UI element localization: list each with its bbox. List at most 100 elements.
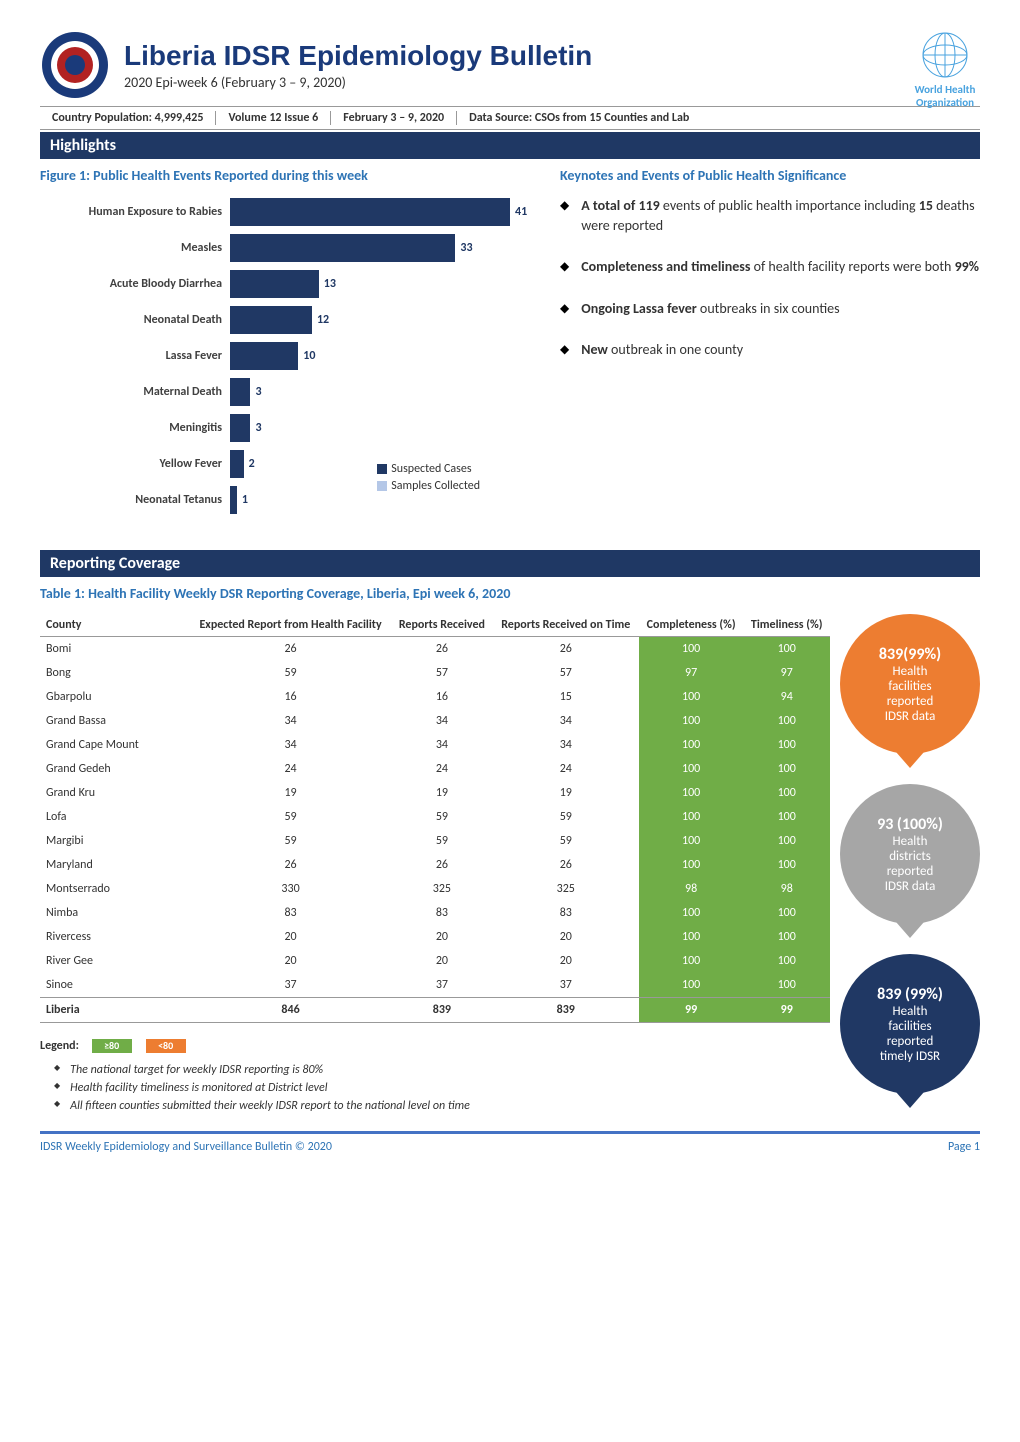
- table-cell: 100: [639, 709, 744, 733]
- table-header-cell: Reports Received: [391, 614, 493, 637]
- nphil-logo: [40, 30, 110, 100]
- badge-line: facilities: [888, 679, 931, 694]
- table-cell: 100: [639, 925, 744, 949]
- table-cell: 26: [190, 637, 391, 662]
- table-cell: Lofa: [40, 805, 190, 829]
- table-cell: Grand Gedeh: [40, 757, 190, 781]
- chart-category-label: Lassa Fever: [40, 349, 230, 363]
- footnotes: The national target for weekly IDSR repo…: [40, 1063, 980, 1113]
- chart-bar: 10: [230, 342, 298, 370]
- table-cell: 97: [743, 661, 830, 685]
- table-cell: 19: [493, 781, 639, 805]
- table-cell: Montserrado: [40, 877, 190, 901]
- chart-category-label: Yellow Fever: [40, 457, 230, 471]
- chart-bar: 1: [230, 486, 237, 514]
- table-cell: Maryland: [40, 853, 190, 877]
- chart-bar-value: 33: [460, 241, 472, 255]
- who-text-1: World Health: [910, 84, 980, 96]
- table-row: Nimba838383100100: [40, 901, 830, 925]
- table-cell: 100: [743, 925, 830, 949]
- table-cell: 100: [743, 949, 830, 973]
- keynotes-title: Keynotes and Events of Public Health Sig…: [560, 167, 980, 184]
- title-block: Liberia IDSR Epidemiology Bulletin 2020 …: [124, 40, 896, 91]
- table-row: Sinoe373737100100: [40, 973, 830, 998]
- meta-volume: Volume 12 Issue 6: [216, 111, 331, 125]
- table-cell: 846: [190, 998, 391, 1023]
- table-header-cell: Expected Report from Health Facility: [190, 614, 391, 637]
- main-title: Liberia IDSR Epidemiology Bulletin: [124, 40, 896, 72]
- table-cell: 59: [391, 805, 493, 829]
- table-cell: Grand Kru: [40, 781, 190, 805]
- table-cell: 26: [391, 637, 493, 662]
- table-cell: Rivercess: [40, 925, 190, 949]
- chart-bar: 33: [230, 234, 455, 262]
- table-cell: 24: [190, 757, 391, 781]
- chart-bar-area: 13: [230, 270, 540, 298]
- chart-bar-value: 10: [303, 349, 315, 363]
- table-cell: 34: [391, 709, 493, 733]
- badge-line: Health: [893, 1004, 928, 1019]
- highlights-row: Figure 1: Public Health Events Reported …: [40, 167, 980, 536]
- table-cell: 100: [639, 805, 744, 829]
- badge-pct: 839(99%): [879, 645, 941, 664]
- table-cell: 100: [743, 781, 830, 805]
- table-cell: 59: [493, 829, 639, 853]
- table-cell: 100: [639, 685, 744, 709]
- chart-category-label: Measles: [40, 241, 230, 255]
- table-header-cell: County: [40, 614, 190, 637]
- chart-bar-value: 13: [324, 277, 336, 291]
- table-cell: 26: [493, 853, 639, 877]
- table-cell: 19: [391, 781, 493, 805]
- chart-row: Neonatal Death12: [40, 304, 540, 336]
- table-cell: 325: [493, 877, 639, 901]
- table-cell: 57: [391, 661, 493, 685]
- chart-bar-value: 12: [317, 313, 329, 327]
- badge-line: Health: [893, 664, 928, 679]
- keynotes-list: A total of 119 events of public health i…: [560, 196, 980, 360]
- footnote-text: Health facility timeliness is monitored …: [70, 1081, 327, 1095]
- chart-legend: Suspected CasesSamples Collected: [377, 462, 480, 496]
- chart-category-label: Human Exposure to Rabies: [40, 205, 230, 219]
- meta-source: Data Source: CSOs from 15 Counties and L…: [457, 111, 980, 125]
- table-header-cell: Reports Received on Time: [493, 614, 639, 637]
- badge-arrow-icon: [896, 1092, 924, 1108]
- table-cell: Bomi: [40, 637, 190, 662]
- chart-bar-value: 1: [242, 493, 248, 507]
- table-header-cell: Timeliness (%): [743, 614, 830, 637]
- table-cell: 34: [493, 733, 639, 757]
- who-text-2: Organization: [910, 96, 980, 109]
- threshold-swatch: <80: [146, 1039, 186, 1053]
- table-cell: 83: [391, 901, 493, 925]
- chart-bar: 2: [230, 450, 244, 478]
- highlights-banner: Highlights: [40, 132, 980, 159]
- chart-bar-value: 3: [255, 385, 261, 399]
- table-cell: 59: [391, 829, 493, 853]
- badge-line: timely IDSR: [880, 1049, 940, 1064]
- footnote-item: All fifteen counties submitted their wee…: [40, 1099, 980, 1113]
- chart-row: Lassa Fever10: [40, 340, 540, 372]
- table1-title: Table 1: Health Facility Weekly DSR Repo…: [40, 585, 980, 602]
- chart-bar: 41: [230, 198, 510, 226]
- table-header-cell: Completeness (%): [639, 614, 744, 637]
- table-cell: 37: [190, 973, 391, 998]
- table-cell: Grand Cape Mount: [40, 733, 190, 757]
- table-cell: Grand Bassa: [40, 709, 190, 733]
- table-cell: 37: [493, 973, 639, 998]
- footnote-item: Health facility timeliness is monitored …: [40, 1081, 980, 1095]
- table-cell: 20: [391, 949, 493, 973]
- table-cell: 100: [743, 901, 830, 925]
- chart-bar-area: 10: [230, 342, 540, 370]
- keynote-item: Completeness and timeliness of health fa…: [560, 257, 980, 277]
- footer: IDSR Weekly Epidemiology and Surveillanc…: [40, 1131, 980, 1154]
- footnote-item: The national target for weekly IDSR repo…: [40, 1063, 980, 1077]
- chart-row: Acute Bloody Diarrhea13: [40, 268, 540, 300]
- table-cell: 34: [391, 733, 493, 757]
- figure1-chart: Human Exposure to Rabies41Measles33Acute…: [40, 196, 540, 536]
- table-cell: 20: [190, 949, 391, 973]
- table-row: Grand Kru191919100100: [40, 781, 830, 805]
- table-total-row: Liberia8468398399999: [40, 998, 830, 1023]
- table-cell: 97: [639, 661, 744, 685]
- table-cell: Liberia: [40, 998, 190, 1023]
- badge-line: IDSR data: [885, 879, 936, 894]
- table-cell: 100: [743, 853, 830, 877]
